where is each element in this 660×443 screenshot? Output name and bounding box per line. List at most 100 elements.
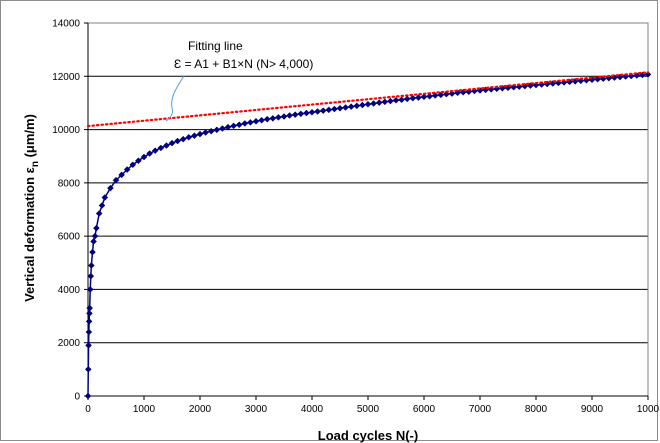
data-point bbox=[269, 115, 277, 122]
data-point bbox=[235, 121, 243, 129]
data-point bbox=[87, 272, 95, 280]
series-group bbox=[84, 71, 652, 400]
x-tick-label: 5000 bbox=[357, 404, 380, 415]
data-point bbox=[347, 103, 355, 111]
y-tick-label: 2000 bbox=[58, 338, 81, 349]
data-point bbox=[275, 113, 282, 121]
data-point bbox=[280, 113, 288, 120]
data-point bbox=[359, 101, 366, 109]
data-point bbox=[85, 328, 93, 336]
data-point bbox=[381, 98, 389, 106]
x-tick-label: 9000 bbox=[581, 404, 604, 415]
y-axis-title: Vertical deformation εn (μm/m) bbox=[22, 114, 41, 302]
data-point bbox=[297, 110, 305, 118]
data-point bbox=[370, 100, 377, 107]
data-point bbox=[191, 132, 198, 140]
annotation-formula: Ɛ = A1 + B1×N (N> 4,000) bbox=[174, 57, 313, 71]
data-point bbox=[107, 184, 114, 192]
x-tick-label: 1000 bbox=[637, 404, 660, 415]
annotation-leader-line bbox=[165, 75, 185, 122]
data-point bbox=[89, 248, 96, 256]
y-tick-label: 6000 bbox=[58, 232, 81, 243]
data-point bbox=[230, 122, 237, 130]
y-tick-label: 14000 bbox=[52, 19, 80, 30]
data-point bbox=[286, 112, 293, 119]
data-point bbox=[101, 194, 109, 201]
data-point bbox=[86, 286, 94, 293]
data-point bbox=[174, 137, 181, 145]
data-point bbox=[163, 142, 170, 149]
fitting-line bbox=[86, 71, 650, 128]
data-point bbox=[179, 135, 187, 143]
data-point bbox=[146, 150, 153, 157]
y-tick-label: 0 bbox=[74, 392, 80, 403]
data-point bbox=[392, 96, 400, 104]
annotation-title: Fitting line bbox=[188, 39, 243, 53]
data-point bbox=[140, 153, 148, 161]
data-point bbox=[84, 392, 92, 400]
data-point bbox=[90, 238, 97, 245]
x-tick-label: 0 bbox=[85, 404, 91, 415]
y-tick-label: 10000 bbox=[52, 125, 80, 136]
data-point bbox=[219, 125, 226, 132]
x-tick-label: 8000 bbox=[525, 404, 548, 415]
data-point bbox=[387, 97, 394, 105]
data-point bbox=[398, 96, 405, 104]
data-point bbox=[135, 157, 142, 165]
plot-area bbox=[88, 23, 648, 396]
data-point bbox=[98, 202, 106, 209]
data-point bbox=[112, 176, 120, 184]
x-axis-title: Load cycles N(-) bbox=[318, 428, 418, 443]
data-point bbox=[336, 104, 344, 112]
data-point bbox=[85, 342, 92, 349]
data-point bbox=[86, 304, 94, 312]
data-point bbox=[95, 210, 103, 217]
data-point bbox=[291, 111, 299, 119]
data-point bbox=[325, 106, 333, 114]
data-point bbox=[426, 92, 433, 100]
data-point bbox=[185, 133, 193, 141]
data-point bbox=[202, 129, 209, 136]
data-point bbox=[364, 100, 372, 108]
data-point bbox=[84, 366, 92, 373]
data-point bbox=[353, 102, 361, 110]
data-point bbox=[437, 91, 445, 99]
data-point bbox=[308, 108, 316, 116]
y-tick-label: 8000 bbox=[58, 178, 81, 189]
x-tick-label: 4000 bbox=[301, 404, 324, 415]
data-point bbox=[415, 94, 422, 101]
data-point bbox=[91, 232, 99, 240]
data-point bbox=[168, 139, 176, 147]
data-point bbox=[93, 224, 100, 232]
data-point bbox=[241, 120, 249, 127]
data-point bbox=[303, 109, 310, 117]
data-point bbox=[88, 262, 95, 269]
data-point bbox=[157, 144, 165, 152]
data-point bbox=[151, 147, 159, 154]
data-point bbox=[443, 90, 450, 98]
y-tick-label: 12000 bbox=[52, 72, 80, 83]
data-point bbox=[123, 166, 131, 173]
data-point bbox=[314, 108, 321, 115]
data-point bbox=[342, 104, 349, 111]
x-tick-label: 7000 bbox=[469, 404, 492, 415]
tick-labels: 0 2000 4000 6000 8000 10000 12000 14000 0 1000 200… bbox=[52, 19, 659, 416]
data-point bbox=[258, 116, 265, 124]
data-point bbox=[247, 119, 254, 126]
data-point bbox=[118, 171, 125, 179]
data-point bbox=[86, 310, 93, 317]
data-point bbox=[409, 94, 417, 102]
y-axis-title-subscript: n bbox=[30, 161, 41, 167]
data-point bbox=[319, 107, 327, 115]
y-axis-title-main: Vertical deformation ε bbox=[22, 167, 37, 302]
data-point bbox=[644, 71, 652, 78]
x-tick-label: 2000 bbox=[189, 404, 212, 415]
data-point bbox=[213, 126, 221, 134]
data-point bbox=[224, 123, 232, 131]
data-point bbox=[129, 161, 137, 169]
data-point bbox=[85, 318, 93, 325]
data-point bbox=[263, 115, 271, 123]
y-axis-title-unit: (μm/m) bbox=[22, 114, 37, 161]
